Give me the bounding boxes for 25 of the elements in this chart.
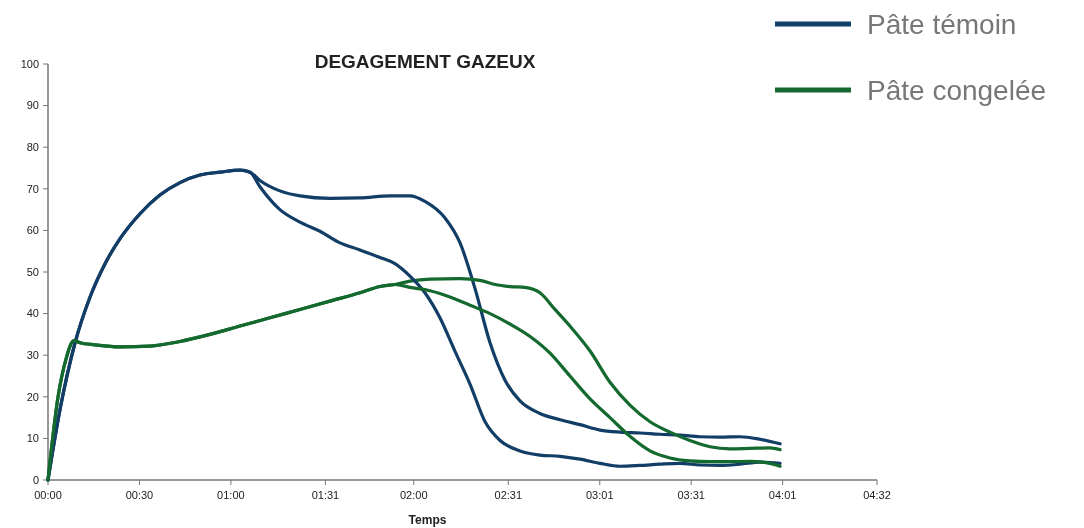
x-tick-label: 00:00 — [34, 489, 62, 501]
y-tick-label: 40 — [26, 307, 39, 320]
chart-title: DEGAGEMENT GAZEUX — [314, 51, 536, 72]
x-tick-label: 03:01 — [585, 489, 614, 501]
y-tick-label: 50 — [26, 265, 39, 278]
x-tick-label: 01:00 — [217, 489, 245, 501]
y-tick-label: 80 — [26, 141, 39, 154]
y-tick-label: 30 — [26, 349, 39, 362]
y-tick-label: 70 — [26, 182, 39, 195]
y-tick-label: 90 — [26, 99, 39, 112]
x-axis-title: Temps — [408, 513, 447, 527]
x-tick-label: 02:00 — [400, 489, 428, 501]
legend-label: Pâte congelée — [867, 74, 1047, 106]
x-tick-label: 03:31 — [677, 489, 705, 501]
y-tick-label: 60 — [26, 224, 39, 237]
x-tick-label: 02:31 — [494, 489, 523, 501]
y-tick-label: 20 — [26, 390, 39, 403]
y-tick-label: 10 — [26, 432, 39, 445]
x-tick-label: 04:01 — [768, 489, 797, 501]
y-tick-label: 0 — [32, 473, 39, 486]
legend-label: Pâte témoin — [867, 8, 1017, 40]
x-tick-label: 00:30 — [125, 489, 154, 501]
y-tick-label: 100 — [20, 57, 39, 70]
x-tick-label: 04:32 — [863, 489, 891, 501]
x-tick-label: 01:31 — [311, 489, 340, 501]
